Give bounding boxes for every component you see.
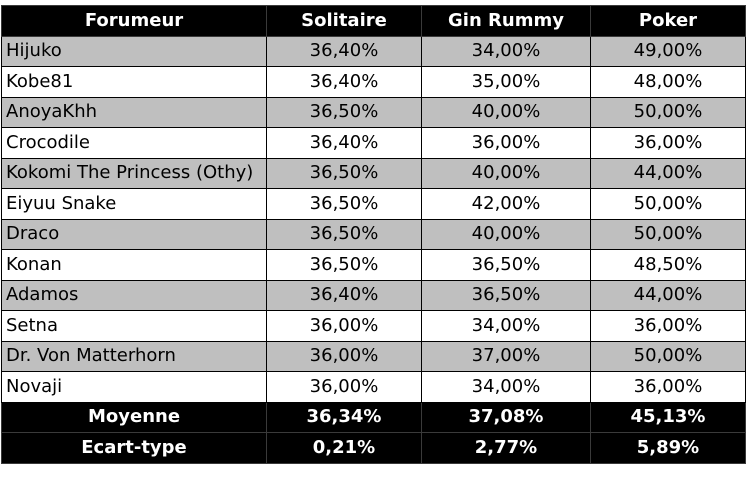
summary-cell-gin-rummy[interactable]: 2,77% bbox=[421, 432, 591, 464]
table-row: AnoyaKhh 36,50% 40,00% 50,00% bbox=[1, 96, 746, 128]
cell-solitaire[interactable]: 36,00% bbox=[266, 371, 422, 403]
table-body: Hijuko 36,40% 34,00% 49,00% Kobe81 36,40% 35,0… bbox=[1, 35, 746, 403]
table-row: Crocodile 36,40% 36,00% 36,00% bbox=[1, 127, 746, 159]
header-row: Forumeur Solitaire Gin Rummy Poker bbox=[1, 5, 746, 37]
cell-poker[interactable]: 50,00% bbox=[590, 340, 746, 372]
cell-gin-rummy[interactable]: 40,00% bbox=[421, 96, 591, 128]
cell-solitaire[interactable]: 36,00% bbox=[266, 310, 422, 342]
cell-poker[interactable]: 50,00% bbox=[590, 188, 746, 220]
summary-cell-solitaire[interactable]: 0,21% bbox=[266, 432, 422, 464]
column-header-forumeur[interactable]: Forumeur bbox=[1, 5, 267, 37]
cell-gin-rummy[interactable]: 34,00% bbox=[421, 35, 591, 67]
table-summary: Moyenne 36,34% 37,08% 45,13% Ecart-type 0,21%… bbox=[1, 401, 746, 464]
table-row: Hijuko 36,40% 34,00% 49,00% bbox=[1, 35, 746, 67]
cell-forumeur[interactable]: Konan bbox=[1, 249, 267, 281]
cell-forumeur[interactable]: Kokomi The Princess (Othy) bbox=[1, 157, 267, 189]
column-header-gin-rummy[interactable]: Gin Rummy bbox=[421, 5, 591, 37]
cell-solitaire[interactable]: 36,40% bbox=[266, 279, 422, 311]
cell-poker[interactable]: 50,00% bbox=[590, 218, 746, 250]
table-row: Novaji 36,00% 34,00% 36,00% bbox=[1, 371, 746, 403]
summary-cell-poker[interactable]: 45,13% bbox=[590, 401, 746, 433]
cell-gin-rummy[interactable]: 40,00% bbox=[421, 218, 591, 250]
summary-row-ecart-type: Ecart-type 0,21% 2,77% 5,89% bbox=[1, 432, 746, 464]
table-row: Setna 36,00% 34,00% 36,00% bbox=[1, 310, 746, 342]
table-row: Adamos 36,40% 36,50% 44,00% bbox=[1, 279, 746, 311]
cell-gin-rummy[interactable]: 34,00% bbox=[421, 310, 591, 342]
cell-poker[interactable]: 49,00% bbox=[590, 35, 746, 67]
cell-gin-rummy[interactable]: 34,00% bbox=[421, 371, 591, 403]
cell-gin-rummy[interactable]: 35,00% bbox=[421, 66, 591, 98]
table-header: Forumeur Solitaire Gin Rummy Poker bbox=[1, 5, 746, 37]
cell-solitaire[interactable]: 36,50% bbox=[266, 188, 422, 220]
table-row: Eiyuu Snake 36,50% 42,00% 50,00% bbox=[1, 188, 746, 220]
cell-poker[interactable]: 36,00% bbox=[590, 127, 746, 159]
summary-row-moyenne: Moyenne 36,34% 37,08% 45,13% bbox=[1, 401, 746, 433]
cell-forumeur[interactable]: Setna bbox=[1, 310, 267, 342]
summary-cell-gin-rummy[interactable]: 37,08% bbox=[421, 401, 591, 433]
cell-gin-rummy[interactable]: 40,00% bbox=[421, 157, 591, 189]
table-row: Kokomi The Princess (Othy) 36,50% 40,00% 44… bbox=[1, 157, 746, 189]
summary-label[interactable]: Moyenne bbox=[1, 401, 267, 433]
cell-poker[interactable]: 48,00% bbox=[590, 66, 746, 98]
cell-solitaire[interactable]: 36,50% bbox=[266, 249, 422, 281]
cell-gin-rummy[interactable]: 42,00% bbox=[421, 188, 591, 220]
table-row: Draco 36,50% 40,00% 50,00% bbox=[1, 218, 746, 250]
cell-poker[interactable]: 44,00% bbox=[590, 279, 746, 311]
summary-cell-solitaire[interactable]: 36,34% bbox=[266, 401, 422, 433]
cell-solitaire[interactable]: 36,40% bbox=[266, 35, 422, 67]
cell-forumeur[interactable]: Crocodile bbox=[1, 127, 267, 159]
cell-poker[interactable]: 36,00% bbox=[590, 310, 746, 342]
cell-poker[interactable]: 48,50% bbox=[590, 249, 746, 281]
cell-solitaire[interactable]: 36,40% bbox=[266, 127, 422, 159]
cell-poker[interactable]: 50,00% bbox=[590, 96, 746, 128]
cell-forumeur[interactable]: Draco bbox=[1, 218, 267, 250]
cell-gin-rummy[interactable]: 36,00% bbox=[421, 127, 591, 159]
table-row: Konan 36,50% 36,50% 48,50% bbox=[1, 249, 746, 281]
cell-solitaire[interactable]: 36,50% bbox=[266, 218, 422, 250]
cell-forumeur[interactable]: Novaji bbox=[1, 371, 267, 403]
summary-cell-poker[interactable]: 5,89% bbox=[590, 432, 746, 464]
win-rate-table: Forumeur Solitaire Gin Rummy Poker Hijuk… bbox=[1, 5, 746, 464]
cell-forumeur[interactable]: Eiyuu Snake bbox=[1, 188, 267, 220]
table-row: Dr. Von Matterhorn 36,00% 37,00% 50,00% bbox=[1, 340, 746, 372]
cell-forumeur[interactable]: AnoyaKhh bbox=[1, 96, 267, 128]
cell-forumeur[interactable]: Hijuko bbox=[1, 35, 267, 67]
cell-solitaire[interactable]: 36,40% bbox=[266, 66, 422, 98]
column-header-poker[interactable]: Poker bbox=[590, 5, 746, 37]
summary-label[interactable]: Ecart-type bbox=[1, 432, 267, 464]
column-header-solitaire[interactable]: Solitaire bbox=[266, 5, 422, 37]
cell-solitaire[interactable]: 36,50% bbox=[266, 96, 422, 128]
cell-forumeur[interactable]: Adamos bbox=[1, 279, 267, 311]
cell-solitaire[interactable]: 36,00% bbox=[266, 340, 422, 372]
cell-gin-rummy[interactable]: 36,50% bbox=[421, 279, 591, 311]
cell-gin-rummy[interactable]: 37,00% bbox=[421, 340, 591, 372]
table-row: Kobe81 36,40% 35,00% 48,00% bbox=[1, 66, 746, 98]
cell-poker[interactable]: 44,00% bbox=[590, 157, 746, 189]
cell-forumeur[interactable]: Kobe81 bbox=[1, 66, 267, 98]
cell-forumeur[interactable]: Dr. Von Matterhorn bbox=[1, 340, 267, 372]
cell-solitaire[interactable]: 36,50% bbox=[266, 157, 422, 189]
cell-gin-rummy[interactable]: 36,50% bbox=[421, 249, 591, 281]
cell-poker[interactable]: 36,00% bbox=[590, 371, 746, 403]
